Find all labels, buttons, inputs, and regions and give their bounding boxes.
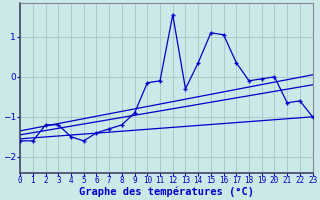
X-axis label: Graphe des températures (°C): Graphe des températures (°C) <box>79 187 254 197</box>
